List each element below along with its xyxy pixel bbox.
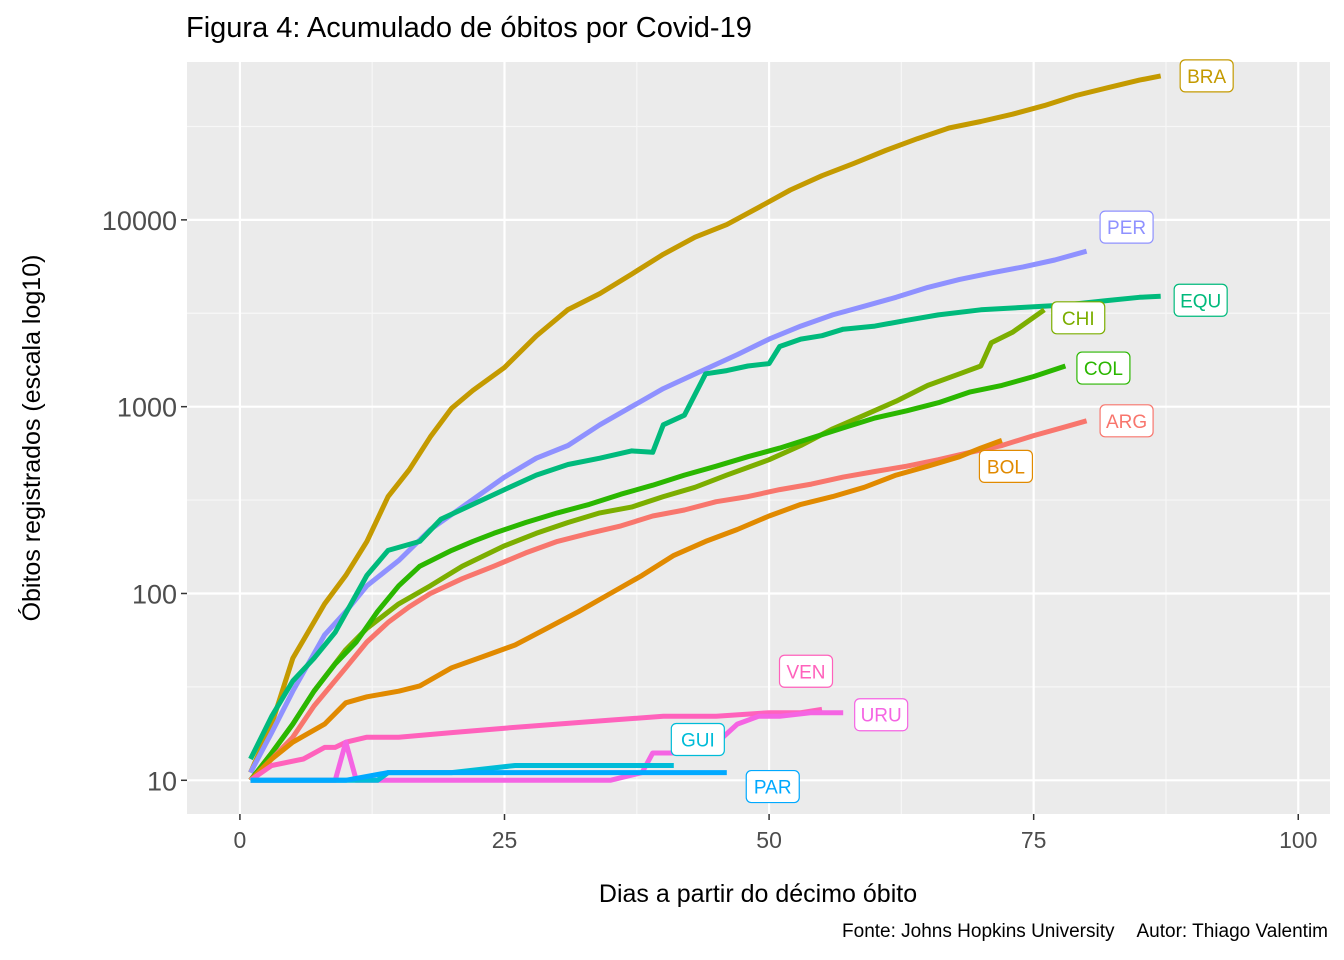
x-tick-label: 25 (492, 827, 518, 853)
label-box-ven (778, 654, 834, 688)
y-axis-label: Óbitos registrados (escala log10) (17, 255, 46, 622)
series-line-bol (248, 438, 1003, 783)
y-tick-label: 1000 (117, 393, 177, 423)
label-box-bol (978, 449, 1034, 483)
series-line-equ (248, 293, 1161, 761)
label-chi: CHI (1062, 309, 1095, 330)
label-col: COL (1084, 359, 1123, 380)
label-equ: EQU (1180, 291, 1221, 312)
caption-source: Fonte: Johns Hopkins University (842, 921, 1115, 942)
label-par: PAR (754, 778, 792, 799)
label-box-per (1099, 210, 1154, 244)
label-box-chi (1051, 301, 1106, 335)
series-line-ven (249, 706, 823, 783)
x-tick-label: 0 (234, 827, 247, 853)
x-axis: 0 25 50 75 100 (234, 814, 1317, 853)
series-line-col (248, 363, 1067, 782)
series-labels: BRA PER EQU CHI COL ARG BOL VEN URU GUI PAR (670, 59, 1234, 804)
series-line-par (250, 770, 727, 783)
series-line-arg (248, 418, 1088, 783)
label-per: PER (1107, 218, 1146, 239)
label-box-uru (854, 698, 909, 732)
x-axis-label: Dias a partir do décimo óbito (599, 880, 917, 908)
plot-panel (187, 62, 1330, 814)
chart-title: Figura 4: Acumulado de óbitos por Covid-… (186, 12, 752, 44)
x-tick-label: 75 (1021, 827, 1047, 853)
caption-author: Autor: Thiago Valentim (1136, 921, 1328, 942)
label-box-equ (1173, 283, 1228, 317)
label-gui: GUI (681, 730, 715, 751)
label-arg: ARG (1106, 412, 1147, 433)
x-tick-label: 100 (1279, 827, 1317, 853)
label-box-arg (1099, 404, 1154, 438)
series-line-bra (248, 73, 1162, 774)
chart-caption: Fonte: Johns Hopkins University Autor: Th… (820, 921, 1328, 943)
label-box-col (1076, 351, 1131, 385)
y-axis: 10 100 1000 10000 (102, 206, 187, 796)
label-uru: URU (861, 706, 902, 727)
label-box-par (745, 769, 800, 804)
series-line-uru (250, 710, 844, 783)
label-ven: VEN (786, 662, 825, 683)
series-lines (248, 73, 1162, 783)
y-tick-label: 10000 (102, 206, 177, 236)
label-bra: BRA (1187, 67, 1226, 88)
label-bol: BOL (987, 457, 1025, 478)
y-tick-label: 10 (147, 766, 177, 796)
label-box-bra (1179, 59, 1234, 93)
y-tick-label: 100 (132, 579, 177, 609)
x-tick-label: 50 (756, 827, 782, 853)
label-box-gui (670, 722, 725, 757)
